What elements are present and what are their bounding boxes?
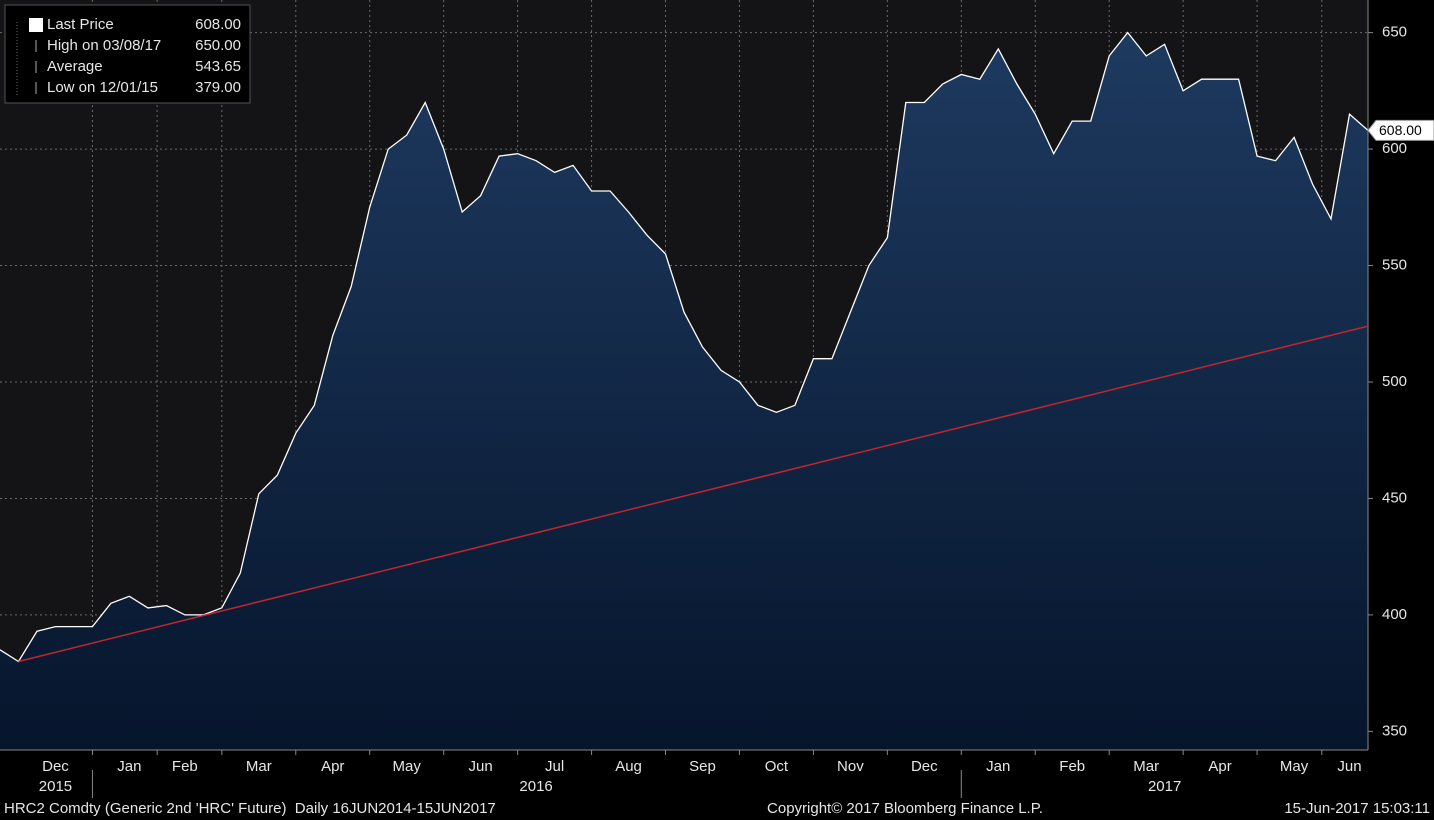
legend-name: High on 03/08/17 xyxy=(47,37,161,54)
legend-value: 650.00 xyxy=(195,37,241,54)
plot xyxy=(0,0,1369,751)
y-tick-label: 400 xyxy=(1382,606,1407,623)
legend-value: 379.00 xyxy=(195,79,241,96)
x-tick-label: Jan xyxy=(117,758,141,775)
line xyxy=(0,31,1369,663)
x-tick-label: Aug xyxy=(615,758,642,775)
x-tick-label: Jul xyxy=(545,758,564,775)
footer-right: 15-Jun-2017 15:03:11 xyxy=(1284,800,1430,817)
legend-name: Last Price xyxy=(47,16,114,33)
x-tick-label: Jun xyxy=(469,758,493,775)
legend-box xyxy=(4,4,251,104)
x-tick-label: Jan xyxy=(986,758,1010,775)
y-tick-label: 550 xyxy=(1382,256,1407,273)
legend-value: 543.65 xyxy=(195,58,241,75)
area xyxy=(0,32,1368,751)
year-label: 2016 xyxy=(519,778,552,795)
last-price-label: 608.00 xyxy=(1379,122,1422,138)
legend-name: Low on 12/01/15 xyxy=(47,79,158,96)
x-tick-label: Dec xyxy=(911,758,938,775)
x-tick-label: Feb xyxy=(172,758,198,775)
y-tick-label: 450 xyxy=(1382,489,1407,506)
trend-line xyxy=(18,325,1369,663)
x-tick-label: Nov xyxy=(837,758,864,775)
legend-swatch xyxy=(29,18,43,32)
legend-value: 608.00 xyxy=(195,16,241,33)
y-tick-label: 600 xyxy=(1382,140,1407,157)
last-price-tag xyxy=(1367,119,1434,141)
x-tick-label: Sep xyxy=(689,758,716,775)
x-tick-label: Oct xyxy=(765,758,789,775)
x-tick-label: Apr xyxy=(1208,758,1231,775)
x-tick-label: Dec xyxy=(42,758,69,775)
y-tick-label: 500 xyxy=(1382,373,1407,390)
footer-left: HRC2 Comdty (Generic 2nd 'HRC' Future) D… xyxy=(4,800,496,817)
y-tick-label: 650 xyxy=(1382,24,1407,41)
year-label: 2017 xyxy=(1148,778,1181,795)
legend-name: Average xyxy=(47,58,103,75)
x-tick-label: Apr xyxy=(321,758,344,775)
x-tick-label: Mar xyxy=(1133,758,1159,775)
x-tick-label: May xyxy=(1280,758,1309,775)
x-tick-label: Jun xyxy=(1337,758,1361,775)
y-tick-label: 350 xyxy=(1382,722,1407,739)
footer-center: Copyright© 2017 Bloomberg Finance L.P. xyxy=(767,800,1043,817)
x-tick-label: Feb xyxy=(1059,758,1085,775)
year-label: 2015 xyxy=(39,778,72,795)
x-tick-label: May xyxy=(393,758,422,775)
x-tick-label: Mar xyxy=(246,758,272,775)
